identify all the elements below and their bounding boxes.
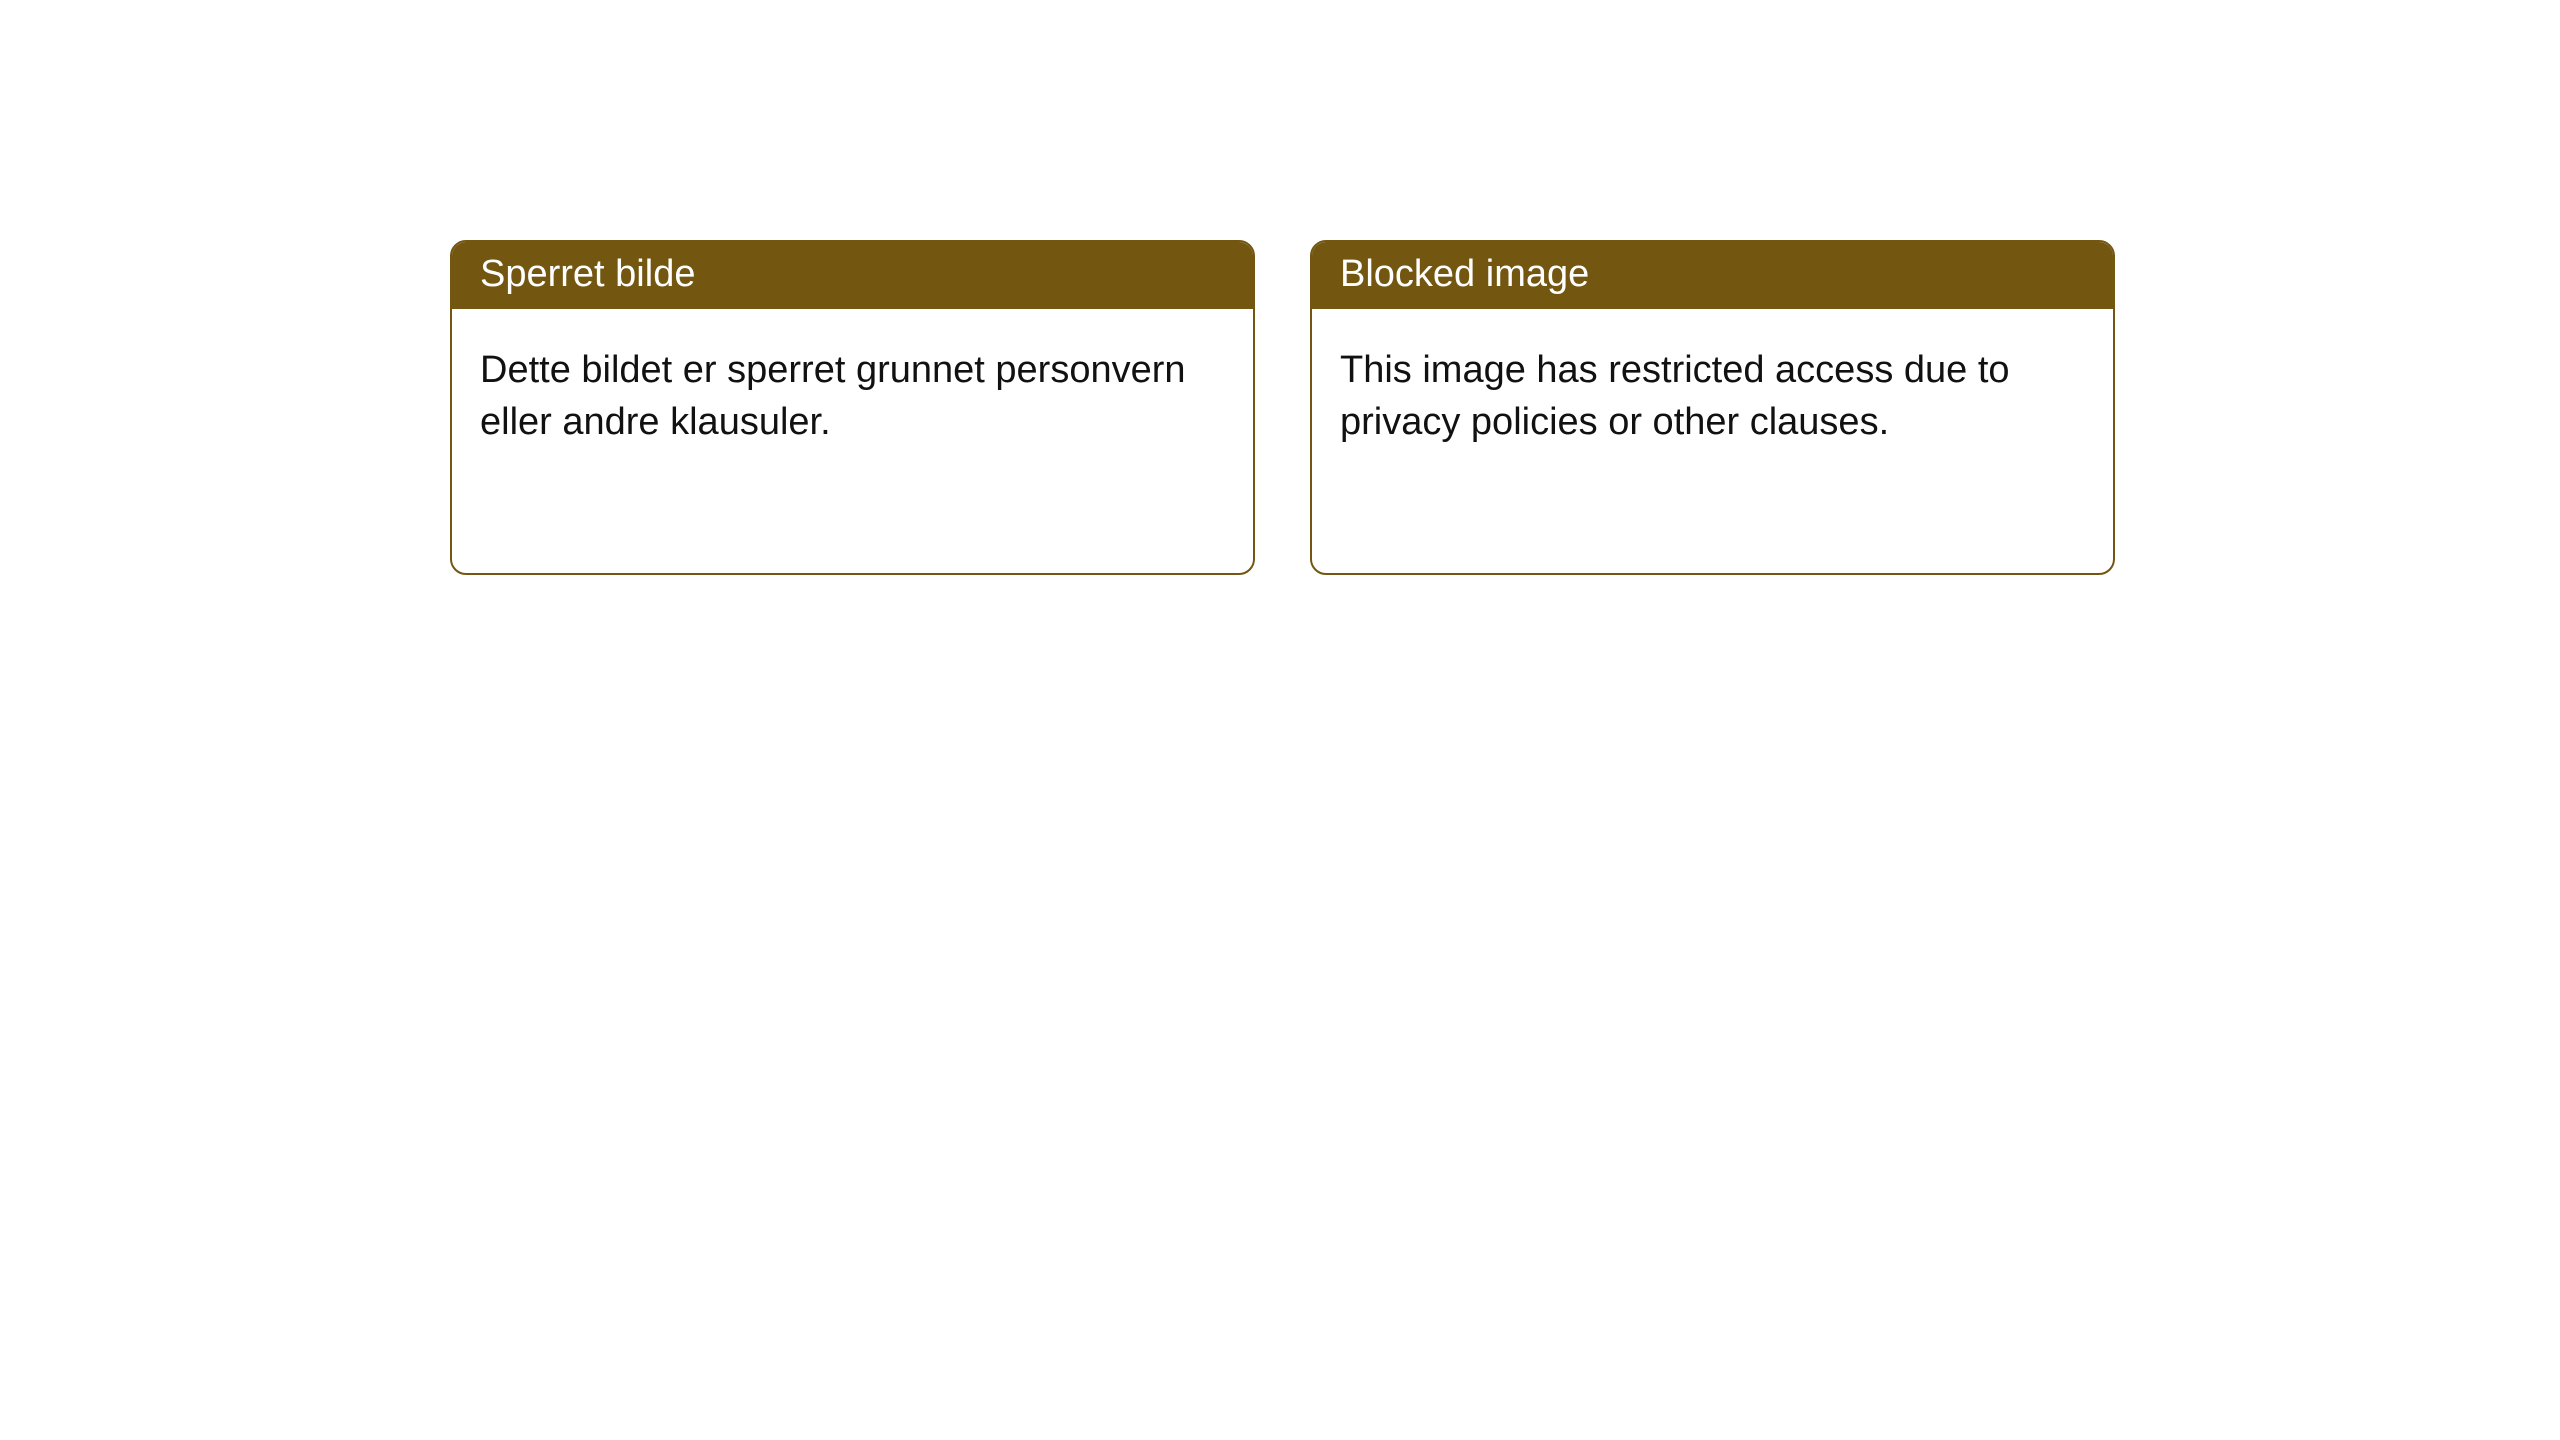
notice-header: Blocked image <box>1312 242 2113 309</box>
notice-body: This image has restricted access due to … <box>1312 309 2113 484</box>
notice-container: Sperret bilde Dette bildet er sperret gr… <box>0 0 2560 575</box>
notice-body: Dette bildet er sperret grunnet personve… <box>452 309 1253 484</box>
notice-header: Sperret bilde <box>452 242 1253 309</box>
notice-card-norwegian: Sperret bilde Dette bildet er sperret gr… <box>450 240 1255 575</box>
notice-card-english: Blocked image This image has restricted … <box>1310 240 2115 575</box>
